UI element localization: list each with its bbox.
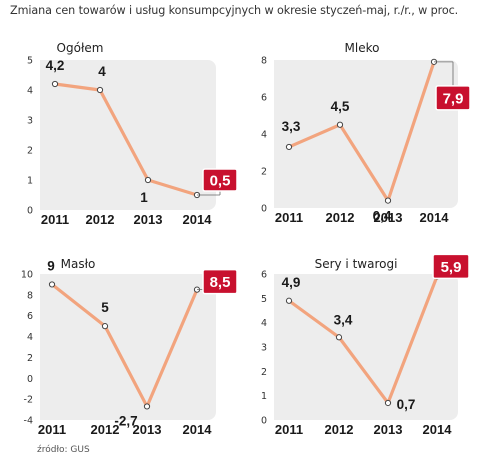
y-tick-label: -4 [24, 416, 33, 427]
series-line [287, 274, 439, 405]
x-tick-label: 2013 [133, 422, 162, 437]
data-point [96, 86, 104, 94]
chart-panel-ogolem: Ogółem 0 1 2 3 4 5 2011 2012 2013 2014 4,2 4 1 0,5 [27, 41, 238, 227]
plot-area-edge [274, 60, 284, 208]
x-tick-label: 2011 [275, 210, 303, 225]
highlight-label-box [202, 168, 238, 192]
x-tick-label: 2012 [91, 422, 120, 437]
x-tick-label: 2014 [420, 210, 450, 225]
data-label: 9 [47, 258, 55, 273]
chart-panel-maslo: Masło -4 -2 0 2 4 6 8 10 2011 2012 2013 2014 9 5 -2,7 8,… [21, 257, 238, 437]
y-tick-label: 4 [261, 318, 267, 329]
y-tick-label: 8 [27, 290, 33, 301]
y-tick-label: 4 [261, 130, 267, 141]
y-tick-label: 10 [21, 270, 33, 281]
series-line [50, 282, 199, 409]
data-point [335, 334, 343, 341]
y-tick-label: 0 [27, 374, 33, 385]
y-tick-label: 6 [261, 270, 267, 281]
panel-title: Ogółem [57, 41, 104, 55]
highlight-label-box [432, 253, 470, 280]
data-label: 0,7 [397, 397, 416, 412]
y-tick-label: 4 [27, 332, 33, 343]
series-line [287, 60, 436, 203]
data-label: 1 [140, 190, 148, 205]
plot-area [40, 60, 216, 210]
data-point [285, 143, 293, 151]
data-label-highlighted: 0,5 [210, 173, 231, 190]
y-tick-label: 8 [261, 56, 267, 67]
panel-title: Sery i twarogi [315, 257, 398, 271]
x-tick-label: 2014 [423, 422, 453, 437]
data-label: 4,5 [331, 99, 350, 114]
highlight-label-box [202, 268, 238, 295]
x-tick-label: 2011 [41, 212, 69, 227]
y-tick-label: 0 [261, 204, 267, 215]
y-tick-label: 6 [27, 311, 33, 322]
y-tick-label: 2 [261, 367, 267, 378]
x-tick-label: 2012 [326, 210, 355, 225]
data-point [48, 281, 56, 288]
source-note: źródło: GUS [37, 445, 90, 455]
data-label: 5 [101, 300, 109, 315]
data-point [384, 197, 392, 204]
panel-title: Mleko [345, 41, 380, 55]
data-label: -2,7 [114, 413, 137, 428]
y-tick-label: 2 [27, 353, 33, 364]
figure-title: Zmiana cen towarów i usług konsumpcyjnyc… [10, 4, 459, 17]
y-tick-label: 0 [27, 206, 33, 217]
data-label: 4,9 [282, 275, 301, 290]
y-tick-label: 2 [261, 167, 267, 178]
x-tick-label: 2013 [374, 210, 403, 225]
data-label: 4,2 [46, 58, 65, 73]
data-point [285, 297, 293, 304]
y-tick-label: 0 [261, 416, 267, 427]
data-label: 0,4 [373, 209, 392, 224]
data-label: 3,3 [282, 119, 301, 134]
data-label: 4 [98, 64, 106, 79]
data-label: 3,4 [334, 312, 353, 327]
chart-panel-sery-i-twarogi: Sery i twarogi 0 1 2 3 4 5 6 2011 2012 2013 2014 4,9… [261, 253, 470, 437]
y-tick-label: -2 [24, 395, 33, 406]
data-label-highlighted: 8,5 [210, 274, 231, 291]
x-tick-label: 2012 [325, 422, 354, 437]
x-tick-label: 2012 [86, 212, 115, 227]
x-tick-label: 2011 [38, 422, 66, 437]
data-label-highlighted: 7,9 [443, 90, 464, 107]
plot-area-edge [40, 274, 50, 420]
y-tick-label: 1 [261, 391, 267, 402]
panel-title: Masło [61, 257, 96, 271]
data-point [101, 323, 109, 330]
plot-area-edge [40, 60, 50, 210]
plot-area [274, 60, 458, 208]
x-tick-label: 2014 [183, 212, 213, 227]
x-tick-label: 2011 [275, 422, 303, 437]
data-label-highlighted: 5,9 [441, 259, 462, 276]
data-point [336, 121, 344, 128]
y-tick-label: 5 [261, 294, 267, 305]
plot-area [274, 274, 458, 420]
y-tick-label: 3 [261, 343, 267, 354]
x-tick-label: 2013 [374, 422, 403, 437]
data-point [144, 176, 152, 184]
data-point [384, 399, 392, 407]
y-tick-label: 2 [27, 146, 33, 157]
series-line [53, 82, 199, 197]
data-point [143, 403, 151, 410]
y-tick-label: 6 [261, 93, 267, 104]
plot-area-edge [274, 274, 284, 420]
y-tick-label: 1 [27, 176, 33, 187]
y-tick-label: 5 [27, 56, 33, 67]
y-tick-label: 3 [27, 116, 33, 127]
highlight-label-box [435, 85, 471, 111]
x-tick-label: 2013 [134, 212, 163, 227]
y-tick-label: 4 [27, 86, 33, 97]
x-tick-label: 2014 [183, 422, 213, 437]
data-point [51, 80, 59, 88]
chart-panel-mleko: Mleko 0 2 4 6 8 2011 2012 2013 2014 3,3 4,5 0,4 7,9 [261, 41, 471, 225]
